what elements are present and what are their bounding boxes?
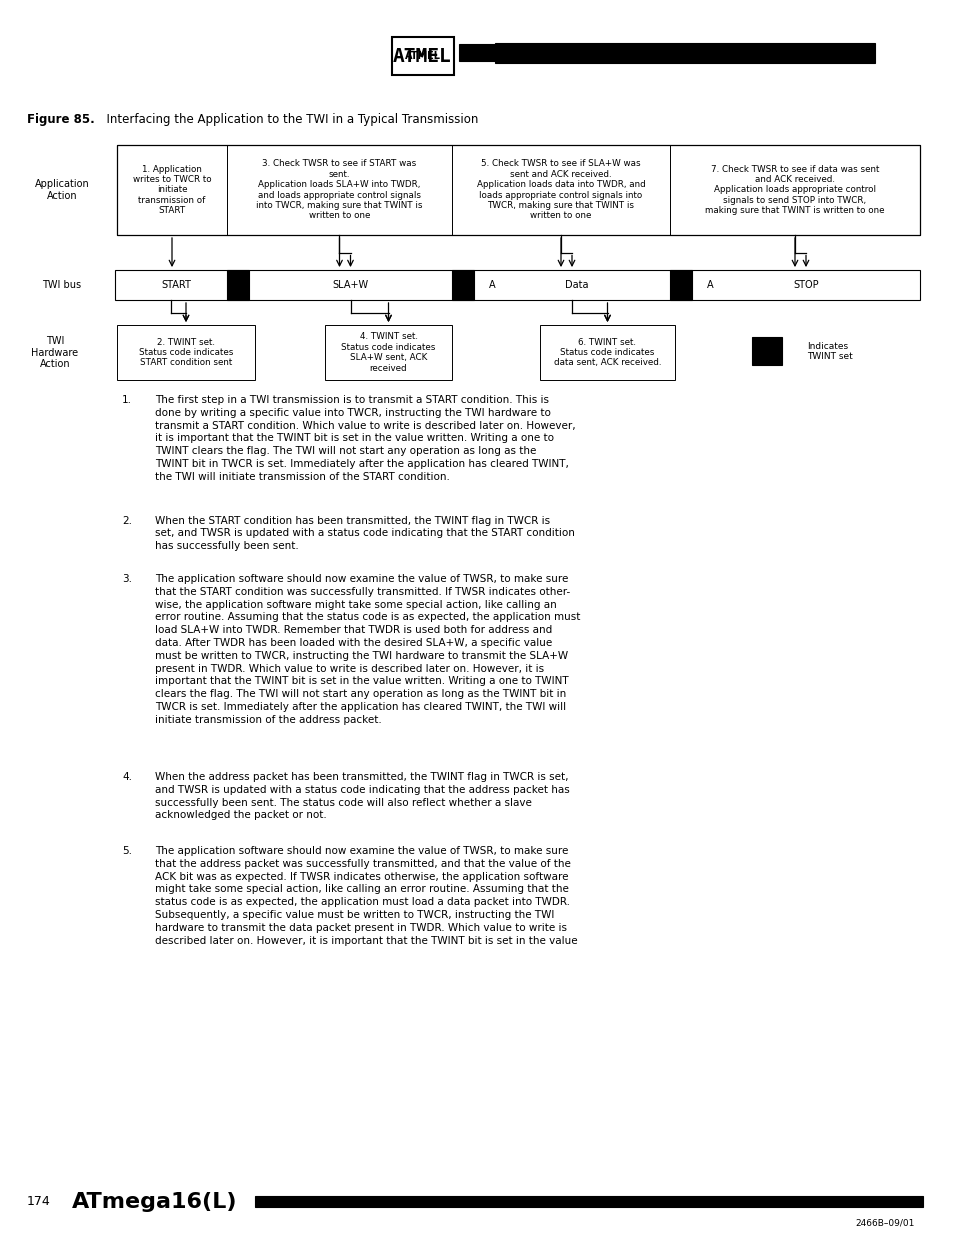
Text: The first step in a TWI transmission is to transmit a START condition. This is
d: The first step in a TWI transmission is …: [154, 395, 575, 482]
Text: 7. Check TWSR to see if data was sent
and ACK received.
Application loads approp: 7. Check TWSR to see if data was sent an…: [704, 164, 883, 215]
Text: Data: Data: [565, 280, 588, 290]
FancyBboxPatch shape: [669, 144, 919, 235]
FancyBboxPatch shape: [495, 43, 874, 63]
Text: TWI
Hardware
Action: TWI Hardware Action: [31, 336, 78, 369]
Text: When the address packet has been transmitted, the TWINT flag in TWCR is set,
and: When the address packet has been transmi…: [154, 772, 569, 820]
Text: A: A: [488, 280, 495, 290]
Text: STOP: STOP: [792, 280, 818, 290]
FancyBboxPatch shape: [325, 325, 452, 380]
FancyBboxPatch shape: [452, 144, 669, 235]
FancyBboxPatch shape: [751, 336, 781, 364]
FancyBboxPatch shape: [392, 37, 454, 75]
Text: 1.: 1.: [122, 395, 132, 405]
Text: 1. Application
writes to TWCR to
initiate
transmission of
START: 1. Application writes to TWCR to initiat…: [132, 164, 212, 215]
Text: 2.: 2.: [122, 515, 132, 526]
Text: 2. TWINT set.
Status code indicates
START condition sent: 2. TWINT set. Status code indicates STAR…: [139, 337, 233, 367]
Text: 174: 174: [27, 1195, 51, 1208]
Text: 4.: 4.: [122, 772, 132, 782]
Text: 2466B–09/01: 2466B–09/01: [855, 1219, 914, 1228]
Text: Indicates
TWINT set: Indicates TWINT set: [806, 342, 852, 361]
Text: 6. TWINT set.
Status code indicates
data sent, ACK received.: 6. TWINT set. Status code indicates data…: [553, 337, 660, 367]
FancyBboxPatch shape: [117, 144, 227, 235]
Text: The application software should now examine the value of TWSR, to make sure
that: The application software should now exam…: [154, 846, 577, 946]
FancyBboxPatch shape: [669, 270, 691, 300]
Text: 5.: 5.: [122, 846, 132, 856]
Text: START: START: [161, 280, 191, 290]
Text: ATMEL: ATMEL: [393, 47, 451, 67]
FancyBboxPatch shape: [539, 325, 675, 380]
Text: When the START condition has been transmitted, the TWINT flag in TWCR is
set, an: When the START condition has been transm…: [154, 515, 575, 551]
FancyBboxPatch shape: [227, 144, 452, 235]
Text: A: A: [706, 280, 713, 290]
Text: Interfacing the Application to the TWI in a Typical Transmission: Interfacing the Application to the TWI i…: [99, 114, 477, 126]
FancyBboxPatch shape: [115, 270, 919, 300]
Text: TWI bus: TWI bus: [42, 280, 81, 290]
Text: 4. TWINT set.
Status code indicates
SLA+W sent, ACK
received: 4. TWINT set. Status code indicates SLA+…: [341, 332, 436, 373]
Text: SLA+W: SLA+W: [332, 280, 368, 290]
FancyBboxPatch shape: [254, 1195, 923, 1207]
Text: Application
Action: Application Action: [34, 179, 90, 201]
FancyBboxPatch shape: [452, 270, 474, 300]
Text: Figure 85.: Figure 85.: [27, 114, 94, 126]
FancyBboxPatch shape: [227, 270, 249, 300]
FancyBboxPatch shape: [117, 325, 254, 380]
Text: The application software should now examine the value of TWSR, to make sure
that: The application software should now exam…: [154, 574, 579, 725]
Text: 3. Check TWSR to see if START was
sent.
Application loads SLA+W into TWDR,
and l: 3. Check TWSR to see if START was sent. …: [256, 159, 422, 221]
Text: 3.: 3.: [122, 574, 132, 584]
FancyBboxPatch shape: [458, 44, 848, 61]
Text: 5. Check TWSR to see if SLA+W was
sent and ACK received.
Application loads data : 5. Check TWSR to see if SLA+W was sent a…: [476, 159, 644, 221]
Text: ATmega16(L): ATmega16(L): [71, 1192, 237, 1212]
Text: ATMEL: ATMEL: [405, 51, 440, 61]
